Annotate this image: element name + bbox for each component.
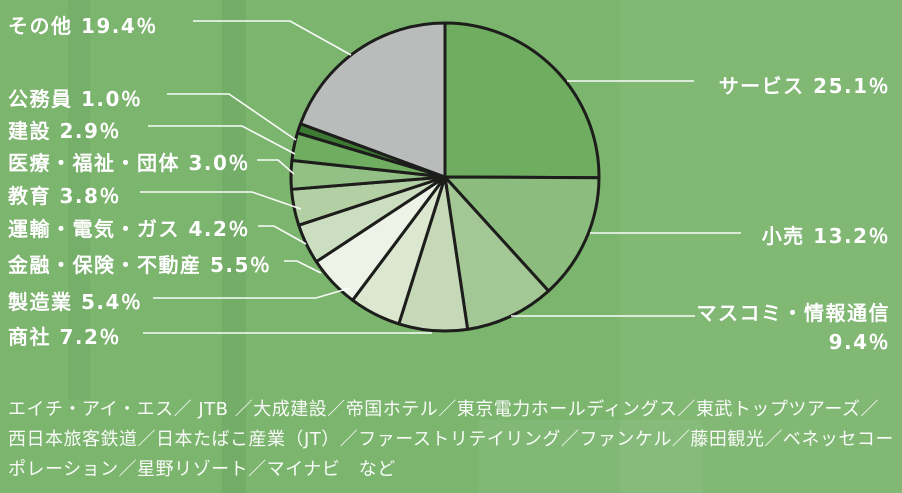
- label-kyoiku: 教育 3.8％: [8, 184, 121, 208]
- label-iryo-fukushi-dantai: 医療・福祉・団体 3.0％: [8, 151, 250, 175]
- pie-slice-1: [443, 175, 601, 293]
- label-seizogyo: 製造業 5.4％: [8, 290, 143, 314]
- leader-line-sonota: [193, 20, 352, 56]
- leader-line-kinyu: [284, 260, 322, 274]
- label-masukomi-joho-tsushin: マスコミ・情報通信 9.4％: [697, 299, 891, 357]
- label-sonota: その他 19.4％: [8, 14, 158, 38]
- pie-slice-0: [443, 21, 601, 180]
- label-service: サービス 25.1％: [718, 74, 890, 98]
- label-shosha: 商社 7.2％: [8, 325, 121, 349]
- label-kouri: 小売 13.2％: [761, 224, 890, 248]
- label-kinyu-hoken-fudosan: 金融・保険・不動産 5.5％: [8, 253, 272, 277]
- pie-slices: [289, 21, 601, 333]
- leader-line-komuin: [167, 93, 297, 141]
- label-masukomi-line2: 9.4％: [828, 330, 890, 354]
- leader-lines: [140, 20, 741, 334]
- label-unyu-denki-gas: 運輸・電気・ガス 4.2％: [8, 217, 250, 241]
- note-line-2: 西日本旅客鉄道／日本たばこ産業（JT）／ファーストリテイリング／ファンケル／藤田…: [8, 429, 894, 450]
- company-examples-note: エイチ・アイ・エス／ JTB ／大成建設／帝国ホテル／東京電力ホールディングス／…: [8, 395, 898, 485]
- note-line-3: ポレーション／星野リゾート／マイナビ など: [8, 459, 396, 480]
- leader-line-kyoiku: [140, 191, 302, 210]
- pie-slice-11: [299, 21, 447, 179]
- leader-line-kensetsu: [148, 125, 296, 155]
- leader-line-iryo: [257, 159, 295, 175]
- note-line-1: エイチ・アイ・エス／ JTB ／大成建設／帝国ホテル／東京電力ホールディングス／…: [8, 399, 879, 420]
- leader-line-seizo: [153, 287, 351, 299]
- label-masukomi-line1: マスコミ・情報通信: [696, 301, 890, 325]
- label-kensetsu: 建設 2.9％: [8, 119, 121, 143]
- pie-slice-2: [443, 175, 551, 331]
- leader-line-unyu: [258, 225, 307, 245]
- label-komuin: 公務員 1.0％: [8, 87, 143, 111]
